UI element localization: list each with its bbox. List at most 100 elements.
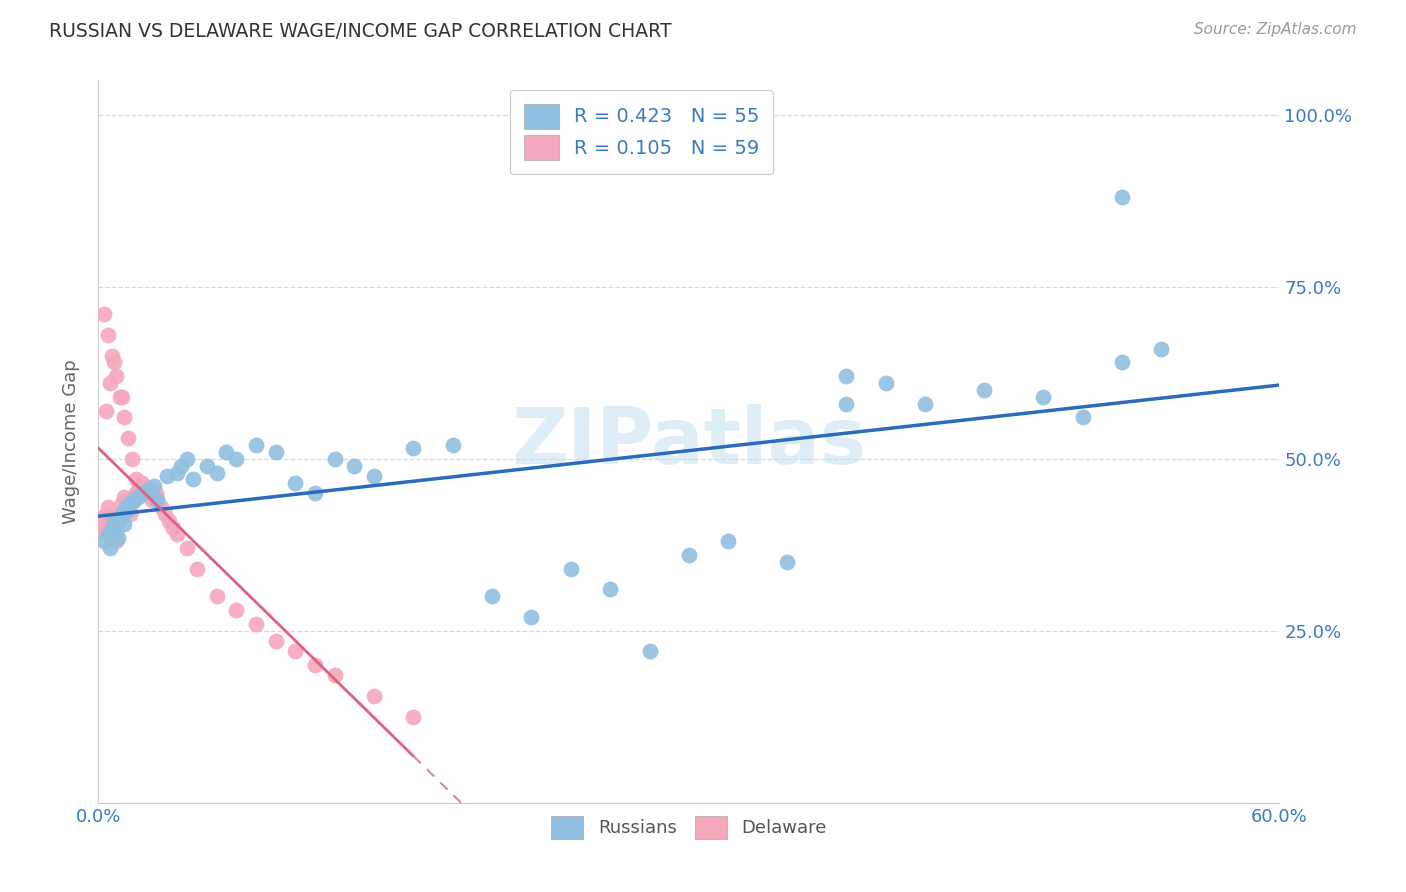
Point <box>89 524 111 538</box>
Point <box>108 390 131 404</box>
Point <box>121 496 143 510</box>
Point <box>142 479 165 493</box>
Point <box>835 369 858 384</box>
Point <box>638 644 661 658</box>
Point <box>717 534 740 549</box>
Text: ZIPatlas: ZIPatlas <box>512 403 866 480</box>
Point <box>135 483 157 497</box>
Point <box>402 442 425 456</box>
Point <box>125 472 148 486</box>
Point <box>304 658 326 673</box>
Point <box>264 445 287 459</box>
Point <box>162 520 184 534</box>
Point <box>103 355 125 369</box>
Point <box>105 524 128 538</box>
Point <box>125 486 148 500</box>
Point <box>205 590 228 604</box>
Point <box>117 500 139 514</box>
Point <box>245 616 267 631</box>
Point <box>122 493 145 508</box>
Point <box>599 582 621 597</box>
Point <box>132 479 155 493</box>
Point <box>117 503 139 517</box>
Point <box>1111 355 1133 369</box>
Point <box>112 517 135 532</box>
Point <box>112 410 135 425</box>
Point <box>155 507 177 521</box>
Point <box>115 500 138 514</box>
Point <box>973 383 995 397</box>
Point <box>215 445 238 459</box>
Point <box>117 431 139 445</box>
Point <box>97 327 120 342</box>
Point <box>98 376 121 390</box>
Point <box>481 590 503 604</box>
Point <box>93 534 115 549</box>
Point <box>131 486 153 500</box>
Point <box>225 603 247 617</box>
Point <box>776 555 799 569</box>
Point <box>150 500 173 514</box>
Point <box>560 562 582 576</box>
Point <box>245 438 267 452</box>
Point <box>108 510 131 524</box>
Point <box>284 644 307 658</box>
Point <box>141 493 163 508</box>
Point <box>363 469 385 483</box>
Point <box>96 403 118 417</box>
Point <box>678 548 700 562</box>
Point <box>118 507 141 521</box>
Point <box>115 493 138 508</box>
Point <box>264 634 287 648</box>
Point <box>343 458 366 473</box>
Point <box>1032 390 1054 404</box>
Point <box>101 520 124 534</box>
Point <box>284 475 307 490</box>
Point <box>98 514 121 528</box>
Point <box>97 527 120 541</box>
Point <box>111 390 134 404</box>
Point <box>101 349 124 363</box>
Point <box>96 507 118 521</box>
Point <box>112 490 135 504</box>
Point <box>98 541 121 556</box>
Point <box>103 527 125 541</box>
Point <box>875 376 897 390</box>
Point <box>1071 410 1094 425</box>
Point <box>323 668 346 682</box>
Point <box>142 490 165 504</box>
Point <box>136 486 159 500</box>
Point <box>323 451 346 466</box>
Point <box>1150 342 1173 356</box>
Point <box>363 689 385 703</box>
Point <box>103 514 125 528</box>
Point <box>166 527 188 541</box>
Legend: Russians, Delaware: Russians, Delaware <box>538 803 839 852</box>
Y-axis label: Wage/Income Gap: Wage/Income Gap <box>62 359 80 524</box>
Point <box>91 517 114 532</box>
Point <box>93 510 115 524</box>
Point <box>128 479 150 493</box>
Point <box>107 531 129 545</box>
Point <box>156 469 179 483</box>
Point <box>122 490 145 504</box>
Point <box>176 541 198 556</box>
Point <box>914 397 936 411</box>
Point <box>145 486 167 500</box>
Point <box>121 451 143 466</box>
Point <box>111 507 134 521</box>
Point <box>520 610 543 624</box>
Point <box>441 438 464 452</box>
Point <box>105 369 128 384</box>
Point <box>157 514 180 528</box>
Point <box>205 466 228 480</box>
Point <box>93 307 115 321</box>
Text: RUSSIAN VS DELAWARE WAGE/INCOME GAP CORRELATION CHART: RUSSIAN VS DELAWARE WAGE/INCOME GAP CORR… <box>49 22 672 41</box>
Point <box>105 534 128 549</box>
Point <box>111 496 134 510</box>
Point <box>101 520 124 534</box>
Text: Source: ZipAtlas.com: Source: ZipAtlas.com <box>1194 22 1357 37</box>
Point <box>146 493 169 508</box>
Point <box>225 451 247 466</box>
Point <box>176 451 198 466</box>
